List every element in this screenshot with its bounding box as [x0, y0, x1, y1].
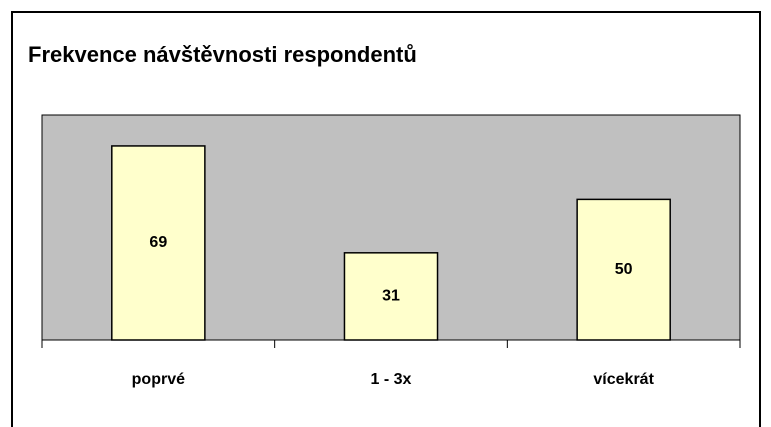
bar — [576, 198, 671, 341]
bar — [343, 252, 439, 341]
x-tick-label: poprvé — [132, 371, 185, 388]
data-label: 31 — [382, 288, 400, 305]
x-tick-label: vícekrát — [593, 371, 654, 388]
data-label: 69 — [149, 234, 167, 251]
x-tick-label: 1 - 3x — [371, 371, 412, 388]
bar — [111, 145, 206, 341]
data-label: 50 — [615, 261, 633, 278]
chart-title: Frekvence návštěvnosti respondentů — [28, 42, 417, 67]
